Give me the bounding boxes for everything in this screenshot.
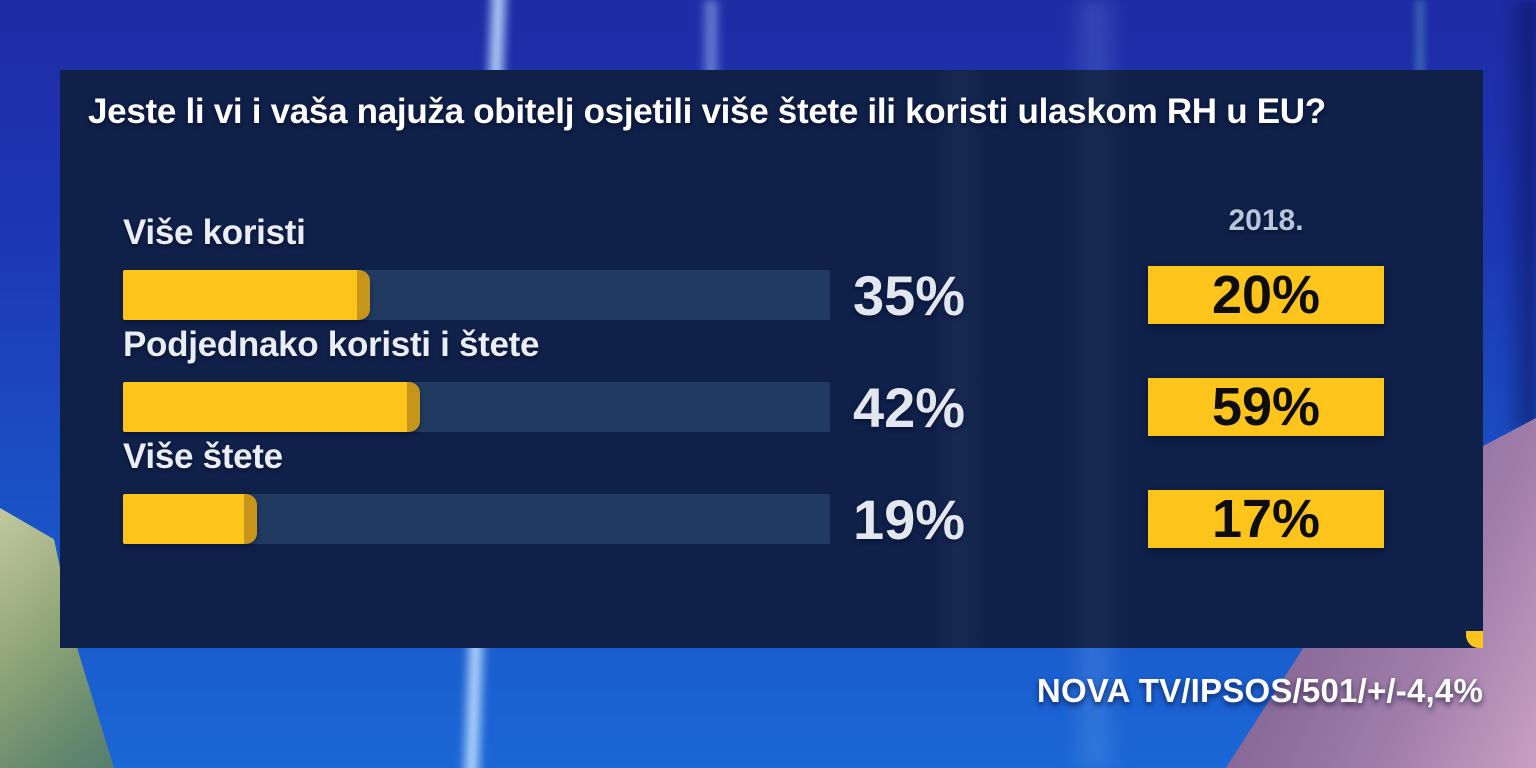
panel-sheen <box>1060 70 1130 648</box>
bar-track <box>123 494 830 544</box>
bar-value-label: 19% <box>853 488 966 551</box>
bar-value-label: 42% <box>853 376 966 439</box>
bar-value-label: 35% <box>853 264 966 327</box>
bar-track <box>123 382 830 432</box>
chart-panel: Jeste li vi i vaša najuža obitelj osjeti… <box>60 70 1483 648</box>
bar-track <box>123 270 830 320</box>
category-label: Više štete <box>123 437 283 476</box>
year-column-header: 2018. <box>1228 204 1304 237</box>
panel-sheen <box>930 70 990 648</box>
bar-fill <box>123 494 258 544</box>
year-value-box: 59% <box>1148 378 1384 436</box>
chart-title: Jeste li vi i vaša najuža obitelj osjeti… <box>88 92 1326 131</box>
category-label: Podjednako koristi i štete <box>123 325 540 364</box>
bar-fill <box>123 382 420 432</box>
year-value-box: 20% <box>1148 266 1384 324</box>
year-value-box: 17% <box>1148 490 1384 548</box>
source-attribution: NOVA TV/IPSOS/501/+/-4,4% <box>1036 672 1483 709</box>
category-label: Više koristi <box>123 213 306 252</box>
yellow-corner-tab <box>1466 631 1483 648</box>
bar-fill <box>123 270 371 320</box>
